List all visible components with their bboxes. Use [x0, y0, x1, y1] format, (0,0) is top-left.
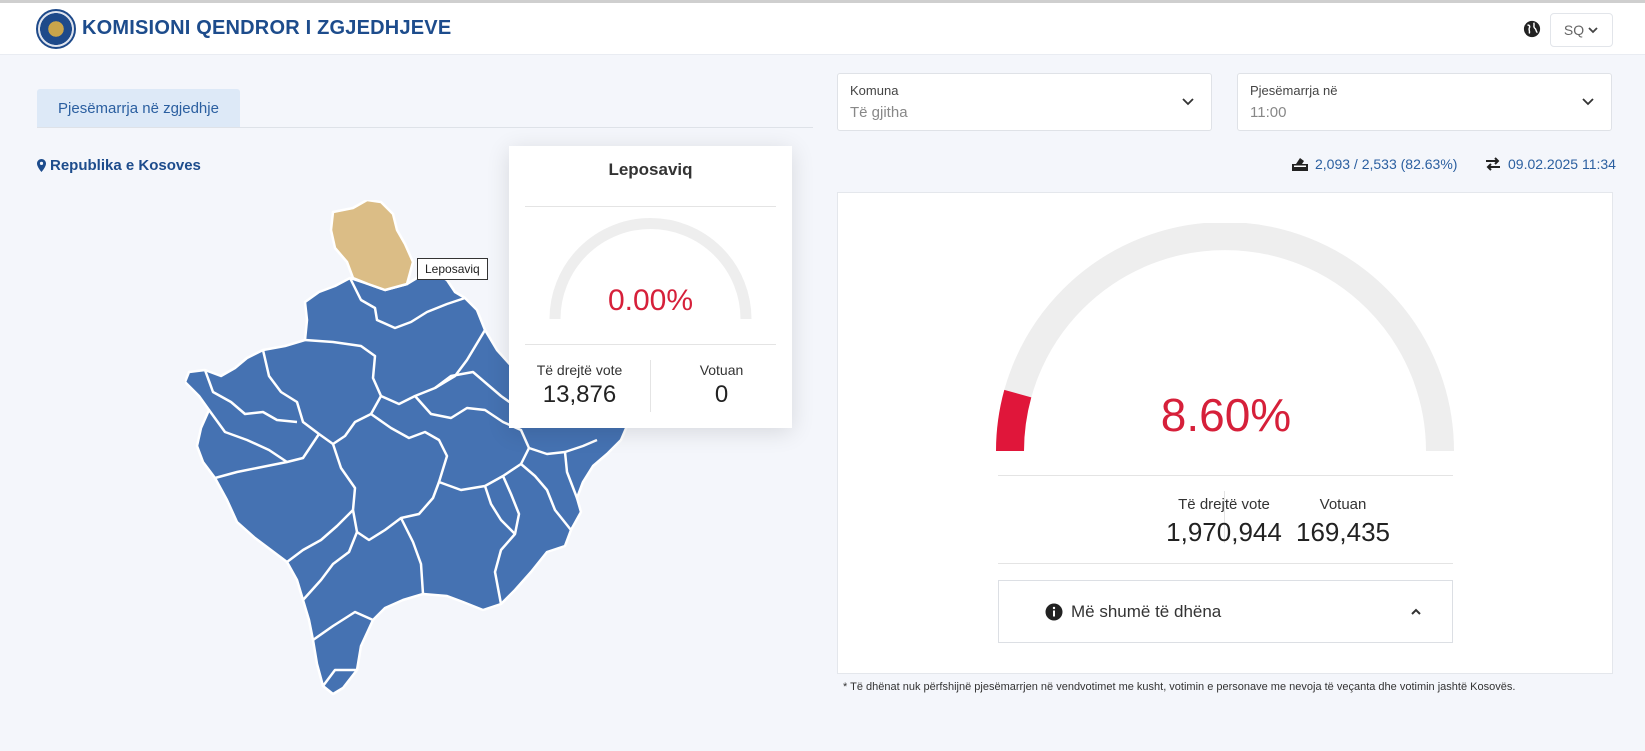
popup-gauge	[549, 218, 752, 320]
summary-eligible: Të drejtë vote 1,970,944	[1114, 496, 1334, 548]
map-marker-icon	[37, 159, 46, 172]
popup-voted-value: 0	[714, 381, 729, 408]
chevron-up-icon	[1411, 608, 1421, 615]
tab-divider	[37, 127, 813, 128]
last-update-time: 09.02.2025 11:34	[1508, 156, 1616, 172]
polling-stations-count: 2,093 / 2,533 (82.63%)	[1315, 156, 1458, 172]
summary-voted-value: 169,435	[1296, 517, 1390, 547]
language-label: SQ	[1563, 22, 1585, 38]
exchange-icon	[1486, 157, 1500, 171]
turnout-summary-card: 8.60% Të drejtë vote 1,970,944 Votuan 16…	[837, 192, 1613, 674]
chevron-down-icon	[1182, 98, 1194, 106]
popup-voted: Votuan 0	[651, 362, 792, 409]
turnout-time-select-value: 11:00	[1250, 104, 1287, 121]
globe-icon[interactable]	[1523, 20, 1541, 38]
popup-turnout-percent: 0.00%	[607, 284, 694, 317]
summary-column-divider	[1224, 491, 1225, 543]
polling-stations-stat: 2,093 / 2,533 (82.63%)	[1291, 156, 1457, 172]
municipality-popup: Leposaviq 0.00% Të drejtë vote 13,876 Vo…	[509, 146, 792, 428]
language-select[interactable]: SQ	[1550, 13, 1613, 47]
chevron-down-icon	[1588, 27, 1598, 34]
popup-voted-label: Votuan	[699, 362, 744, 378]
top-border	[0, 0, 1645, 3]
popup-eligible-label: Të drejtë vote	[536, 362, 623, 378]
site-title[interactable]: KOMISIONI QENDROR I ZGJEDHJEVE	[82, 17, 452, 39]
footnote: * Të dhënat nuk përfshijnë pjesëmarrjen …	[843, 681, 1516, 693]
summary-divider	[998, 563, 1453, 564]
location-breadcrumb[interactable]: Republika e Kosoves	[37, 157, 201, 174]
kqz-logo[interactable]	[36, 9, 76, 49]
popup-title: Leposaviq	[608, 160, 693, 179]
turnout-gauge-track	[996, 223, 1454, 452]
popup-gauge-track	[549, 218, 752, 320]
turnout-gauge	[996, 223, 1454, 452]
popup-column-divider	[650, 360, 651, 412]
popup-divider	[525, 344, 776, 345]
popup-eligible: Të drejtë vote 13,876	[509, 362, 650, 409]
municipality-select-label: Komuna	[850, 83, 899, 98]
summary-eligible-label: Të drejtë vote	[1178, 496, 1270, 513]
turnout-time-select[interactable]: Pjesëmarrja në 11:00	[1237, 73, 1612, 131]
last-update-stat: 09.02.2025 11:34	[1484, 156, 1616, 172]
turnout-percent: 8.60%	[1160, 389, 1292, 441]
summary-divider	[998, 475, 1453, 476]
tab-turnout[interactable]: Pjesëmarrja në zgjedhje	[37, 89, 240, 128]
site-header: KOMISIONI QENDROR I ZGJEDHJEVE SQ	[0, 3, 1645, 55]
ballot-box-icon	[1292, 158, 1308, 171]
map-region-leposaviq[interactable]	[329, 200, 415, 292]
municipality-select-value: Të gjitha	[850, 104, 908, 121]
summary-eligible-value: 1,970,944	[1166, 517, 1282, 547]
municipality-select[interactable]: Komuna Të gjitha	[837, 73, 1212, 131]
turnout-time-select-label: Pjesëmarrja në	[1250, 83, 1338, 98]
location-label: Republika e Kosoves	[50, 157, 201, 174]
more-data-label: Më shumë të dhëna	[1071, 601, 1222, 621]
popup-divider	[525, 206, 776, 207]
more-data-button[interactable]: Më shumë të dhëna	[998, 580, 1453, 643]
info-circle-icon	[1045, 603, 1063, 620]
turnout-gauge-fill	[996, 389, 1032, 452]
map-tooltip: Leposaviq	[417, 258, 488, 280]
summary-voted: Votuan 169,435	[1233, 496, 1453, 548]
chevron-down-icon	[1582, 98, 1594, 106]
popup-eligible-value: 13,876	[542, 381, 617, 408]
summary-voted-label: Votuan	[1319, 496, 1367, 513]
